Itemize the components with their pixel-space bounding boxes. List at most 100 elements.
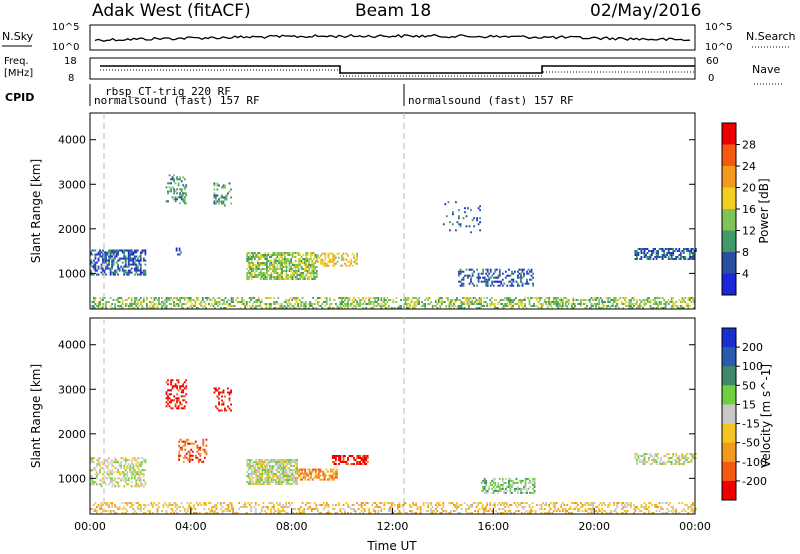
scatter-cell: [235, 299, 237, 301]
scatter-cell: [412, 504, 414, 506]
scatter-cell: [554, 301, 557, 303]
scatter-cell: [264, 252, 267, 254]
scatter-cell: [254, 504, 257, 506]
scatter-cell: [511, 284, 513, 287]
scatter-cell: [302, 258, 305, 260]
scatter-cell: [93, 273, 95, 276]
scatter-cell: [427, 506, 430, 508]
scatter-cell: [258, 272, 261, 274]
scatter-cell: [286, 506, 289, 508]
scatter-cell: [183, 200, 186, 203]
noise-right-tick-top: 10^5: [705, 22, 732, 33]
scatter-cell: [336, 260, 339, 263]
scatter-cell: [663, 455, 665, 457]
scatter-cell: [293, 475, 295, 477]
scatter-cell: [558, 510, 561, 512]
scatter-cell: [327, 504, 330, 506]
scatter-cell: [266, 475, 268, 477]
scatter-cell: [338, 457, 340, 459]
scatter-cell: [247, 502, 250, 504]
scatter-cell: [261, 272, 264, 274]
scatter-cell: [247, 477, 250, 479]
scatter-cell: [124, 502, 127, 504]
scatter-cell: [255, 256, 258, 258]
scatter-cell: [567, 299, 570, 301]
scatter-cell: [626, 510, 629, 512]
scatter-cell: [182, 184, 185, 187]
scatter-cell: [250, 297, 253, 299]
scatter-cell: [388, 299, 390, 301]
scatter-cell: [651, 512, 653, 514]
scatter-cell: [180, 303, 183, 305]
scatter-cell: [126, 265, 129, 268]
scatter-cell: [610, 512, 613, 514]
scatter-cell: [182, 395, 185, 398]
scatter-cell: [255, 473, 258, 475]
scatter-cell: [458, 217, 460, 220]
scatter-cell: [256, 254, 259, 256]
scatter-cell: [296, 461, 298, 463]
scatter-cell: [601, 512, 603, 514]
scatter-cell: [296, 276, 298, 278]
scatter-cell: [501, 485, 504, 488]
scatter-cell: [504, 297, 507, 299]
scatter-cell: [290, 461, 292, 463]
scatter-cell: [188, 297, 191, 299]
scatter-cell: [232, 512, 234, 514]
scatter-cell: [351, 463, 354, 465]
scatter-cell: [267, 254, 270, 256]
scatter-cell: [692, 297, 694, 299]
scatter-cell: [552, 502, 555, 504]
scatter-cell: [672, 307, 675, 309]
scatter-cell: [480, 307, 482, 309]
scatter-cell: [344, 299, 346, 301]
scatter-cell: [672, 455, 675, 457]
scatter-cell: [362, 502, 365, 504]
scatter-cell: [176, 297, 178, 299]
scatter-cell: [465, 299, 467, 301]
scatter-cell: [357, 455, 360, 457]
scatter-cell: [563, 508, 566, 510]
scatter-cell: [176, 192, 178, 195]
scatter-cell: [242, 504, 245, 506]
scatter-cell: [695, 508, 697, 510]
scatter-cell: [158, 297, 160, 299]
scatter-cell: [204, 504, 207, 506]
scatter-cell: [334, 472, 337, 475]
scatter-cell: [211, 510, 213, 512]
scatter-cell: [120, 457, 123, 460]
scatter-cell: [222, 389, 225, 392]
scatter-cell: [238, 502, 240, 504]
scatter-cell: [413, 303, 416, 305]
scatter-cell: [161, 510, 163, 512]
scatter-cell: [586, 305, 588, 307]
scatter-cell: [539, 504, 541, 506]
scatter-cell: [273, 508, 275, 510]
scatter-cell: [318, 504, 321, 506]
scatter-cell: [127, 479, 130, 482]
scatter-cell: [524, 491, 527, 494]
scatter-cell: [173, 303, 175, 305]
scatter-cell: [303, 258, 306, 260]
scatter-cell: [253, 465, 256, 467]
scatter-cell: [100, 263, 103, 266]
scatter-cell: [681, 455, 684, 457]
scatter-cell: [299, 258, 301, 260]
scatter-cell: [682, 461, 685, 463]
scatter-cell: [196, 444, 199, 447]
scatter-cell: [347, 303, 349, 305]
scatter-cell: [451, 301, 454, 303]
scatter-cell: [316, 297, 319, 299]
scatter-cell: [672, 303, 675, 305]
scatter-cell: [229, 305, 231, 307]
scatter-cell: [284, 262, 286, 264]
scatter-cell: [587, 299, 590, 301]
scatter-cell: [477, 502, 479, 504]
scatter-cell: [332, 457, 334, 459]
scatter-cell: [490, 301, 493, 303]
scatter-cell: [290, 473, 292, 475]
scatter-cell: [509, 487, 512, 490]
scatter-cell: [286, 305, 289, 307]
scatter-cell: [649, 502, 652, 504]
scatter-cell: [144, 271, 147, 274]
